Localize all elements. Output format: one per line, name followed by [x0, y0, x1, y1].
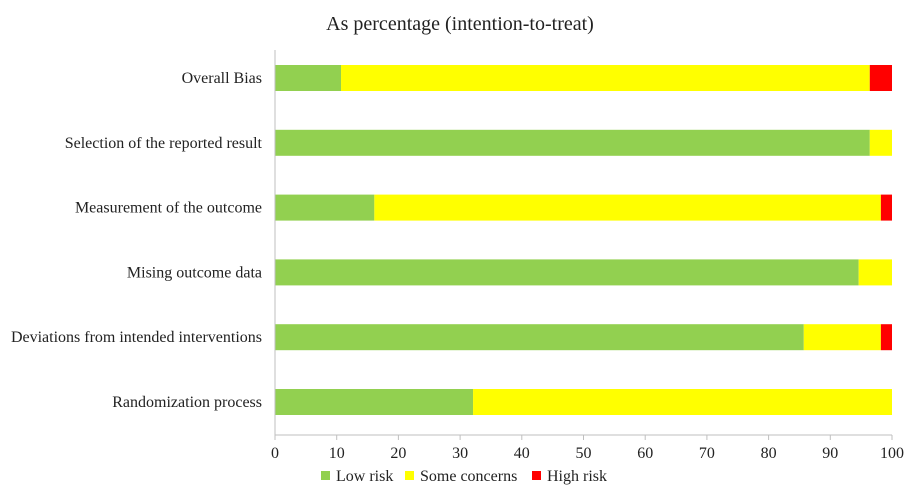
- category-label: Selection of the reported result: [65, 135, 263, 152]
- bar-segment-low-risk: [275, 259, 859, 286]
- bar-segment-high-risk: [880, 324, 892, 351]
- x-tick-label: 20: [390, 445, 406, 462]
- bar-segment-some-concerns: [858, 259, 892, 286]
- category-label: Deviations from intended interventions: [11, 329, 262, 346]
- bar-segment-high-risk: [869, 65, 892, 91]
- legend: Low risk Some concerns High risk: [321, 468, 607, 485]
- bar-segment-some-concerns: [341, 65, 870, 91]
- x-tick-label: 40: [514, 445, 530, 462]
- bars-layer: [275, 65, 892, 415]
- x-tick-label: 70: [699, 445, 715, 462]
- bar-segment-some-concerns: [869, 129, 892, 156]
- category-labels: Overall Bias Selection of the reported re…: [11, 70, 263, 411]
- x-tick-label: 100: [880, 445, 904, 462]
- legend-label: Some concerns: [420, 468, 517, 485]
- x-tick-label: 0: [271, 445, 279, 462]
- x-tick-label: 30: [452, 445, 468, 462]
- category-label: Randomization process: [112, 394, 262, 411]
- legend-swatch: [532, 471, 541, 480]
- bar-segment-low-risk: [275, 65, 342, 91]
- bar-segment-low-risk: [275, 389, 474, 415]
- x-tick-label: 60: [637, 445, 653, 462]
- bar-segment-low-risk: [275, 194, 375, 221]
- category-label: Overall Bias: [182, 70, 262, 87]
- bar-segment-some-concerns: [473, 389, 892, 415]
- x-tick-label: 10: [329, 445, 345, 462]
- legend-swatch: [321, 471, 330, 480]
- legend-label: High risk: [547, 468, 607, 485]
- chart-title: As percentage (intention-to-treat): [326, 13, 594, 35]
- bar-segment-low-risk: [275, 129, 870, 156]
- bar-segment-low-risk: [275, 324, 804, 351]
- bar-segment-high-risk: [880, 194, 892, 221]
- x-tick-label: 90: [822, 445, 838, 462]
- bar-segment-some-concerns: [374, 194, 881, 221]
- legend-label: Low risk: [336, 468, 393, 485]
- category-label: Mising outcome data: [127, 264, 262, 281]
- category-label: Measurement of the outcome: [75, 200, 262, 217]
- x-tick-label: 50: [576, 445, 592, 462]
- x-tick-label: 80: [761, 445, 777, 462]
- legend-swatch: [405, 471, 414, 480]
- bar-segment-some-concerns: [803, 324, 881, 351]
- x-axis: 0 10 20 30 40 50 60 70 80 90 100: [271, 50, 904, 462]
